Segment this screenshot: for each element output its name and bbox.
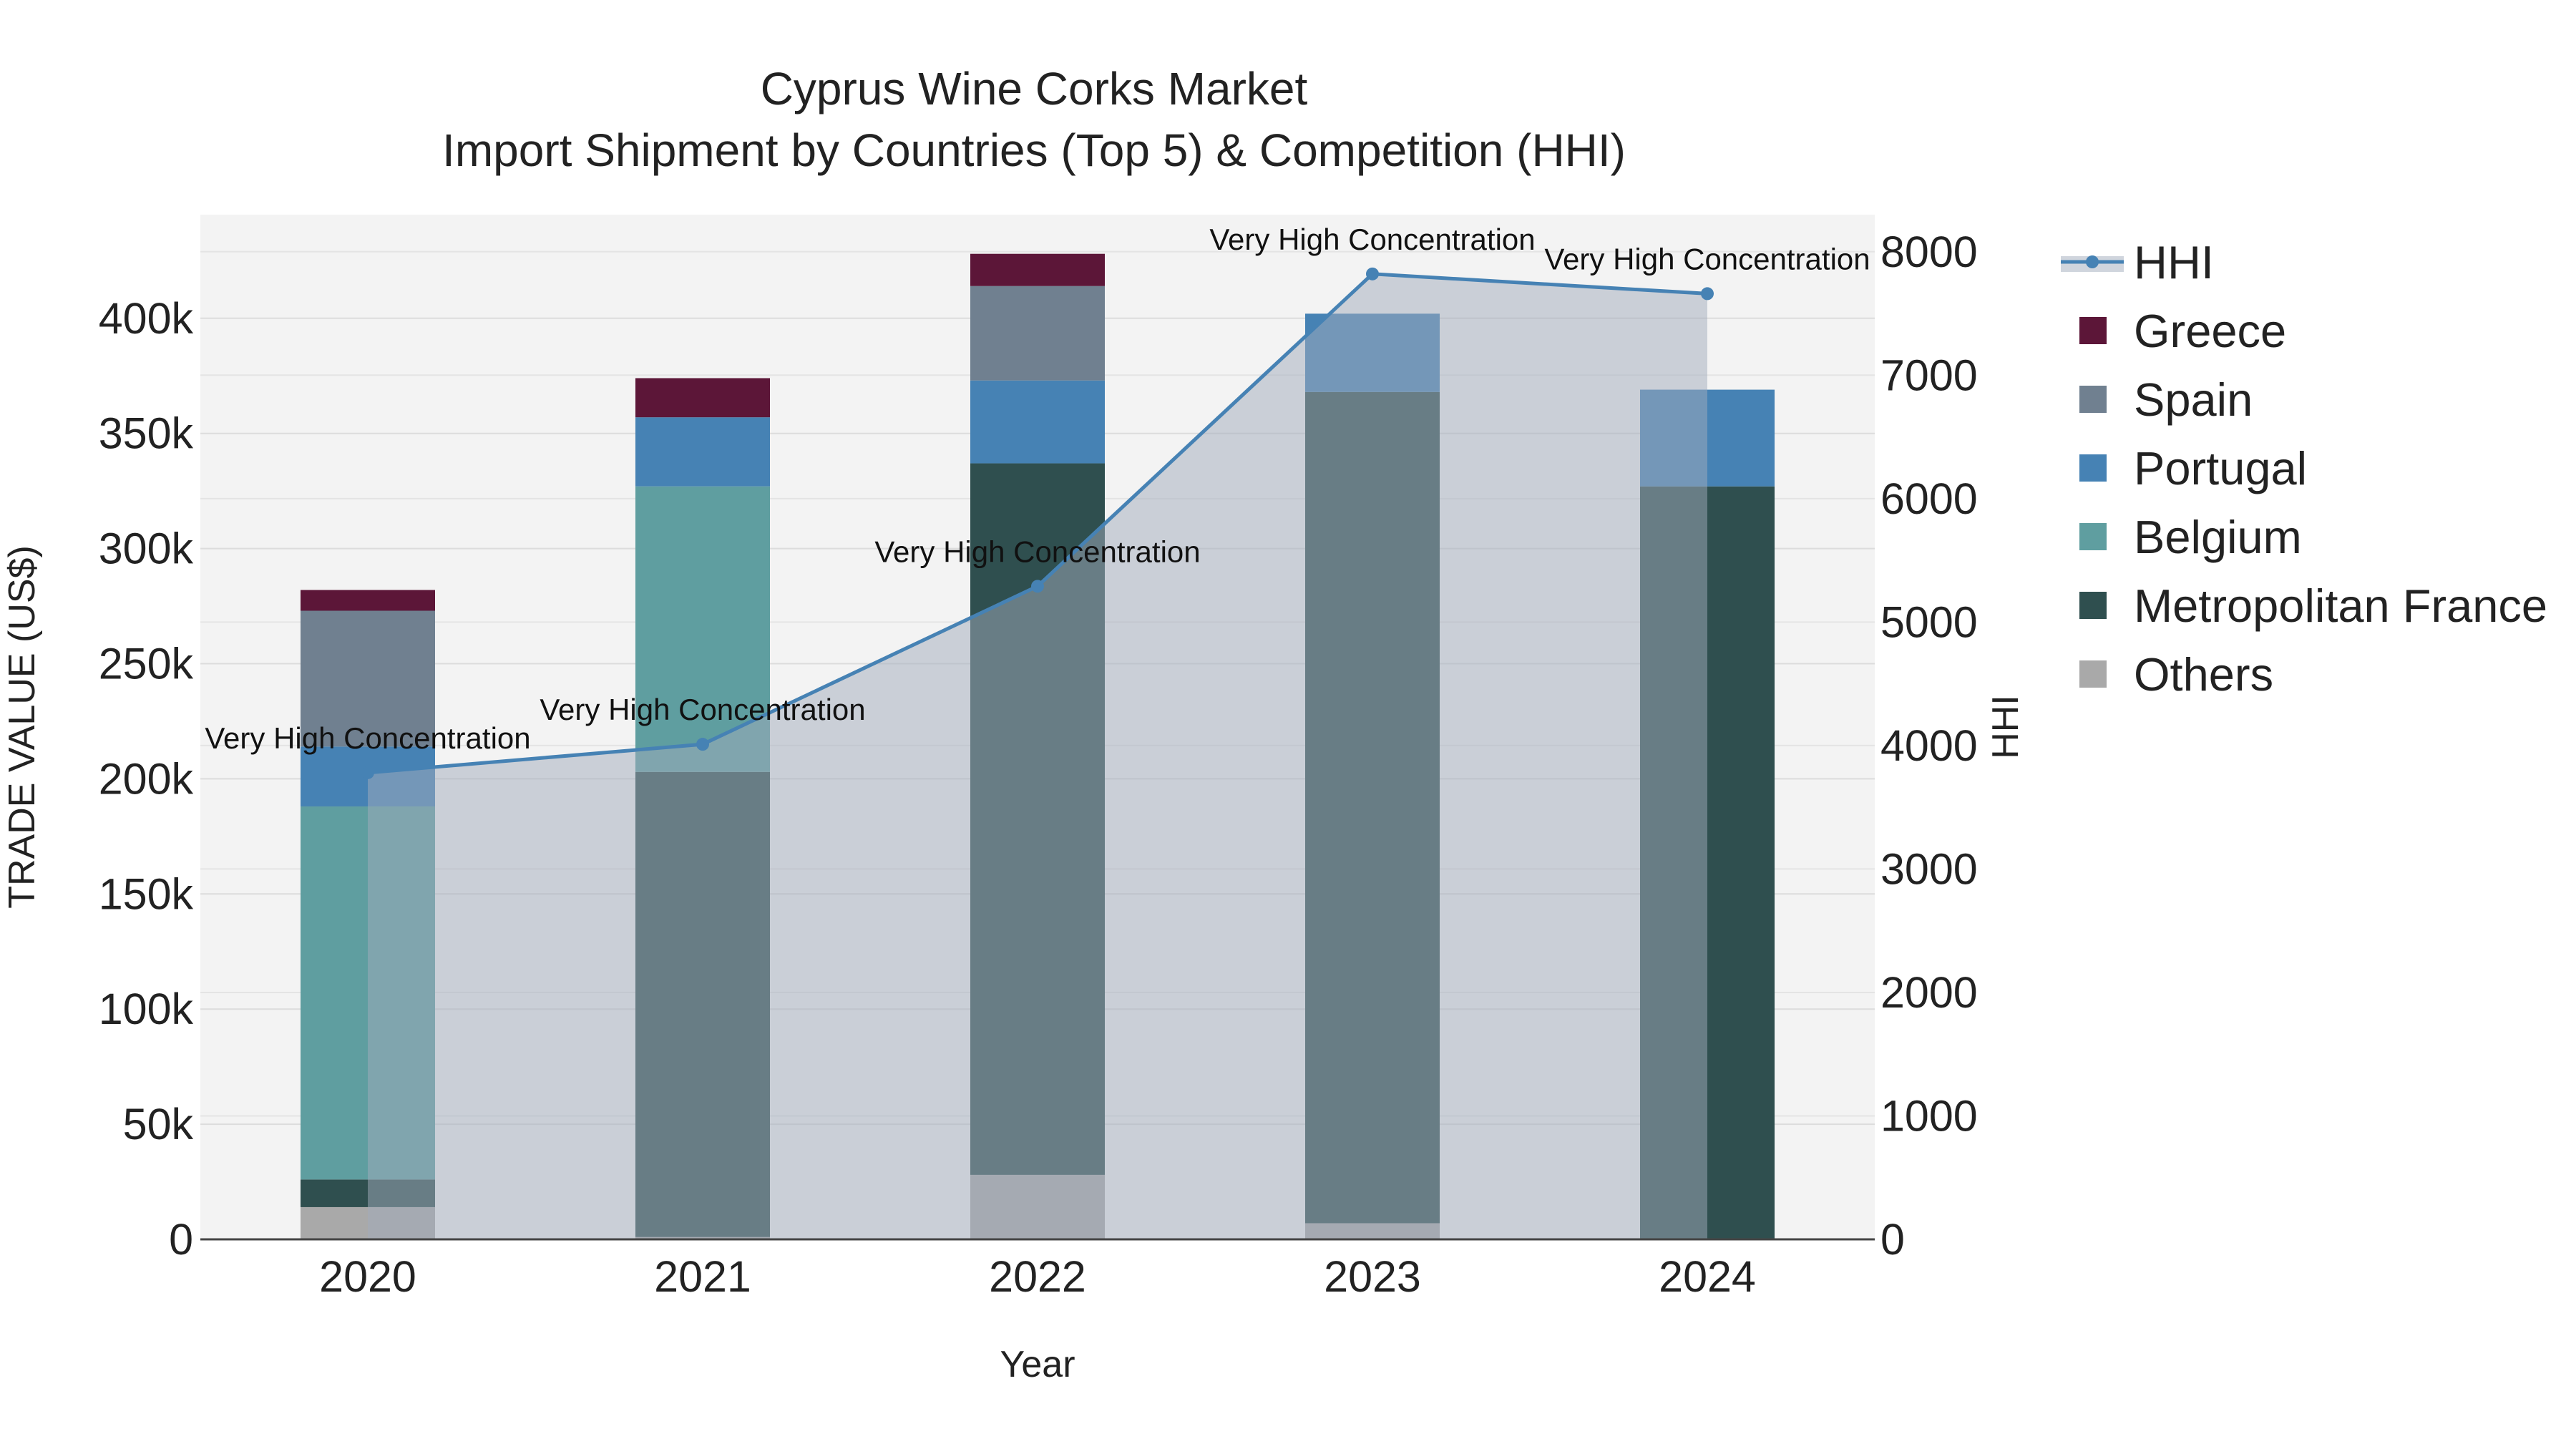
y2-tick-label-4: 4000 bbox=[1880, 721, 1978, 770]
y2-tick-label-8: 8000 bbox=[1880, 228, 1978, 276]
y2-tick-label-0: 0 bbox=[1880, 1215, 1905, 1264]
hhi-line: Very High Concentration Very High Concent… bbox=[205, 223, 1870, 779]
legend-hhi-marker bbox=[2086, 255, 2099, 268]
legend-swatch-others bbox=[2079, 660, 2107, 688]
x-axis-title: Year bbox=[1000, 1344, 1075, 1385]
y-tick-label-8: 400k bbox=[99, 294, 194, 343]
bar-greece-2020 bbox=[301, 590, 435, 611]
hhi-point-2024 bbox=[1701, 287, 1714, 301]
legend: HHI Greece Spain Portugal Belgium Metropolita… bbox=[2061, 236, 2547, 701]
x-axis-ticks: 2020 2021 2022 2023 2024 bbox=[319, 1252, 1756, 1301]
legend-label-belgium: Belgium bbox=[2134, 511, 2302, 563]
y2-tick-label-2: 2000 bbox=[1880, 968, 1978, 1017]
y-tick-label-6: 300k bbox=[99, 525, 194, 573]
y-tick-label-7: 350k bbox=[99, 409, 194, 458]
y-tick-label-3: 150k bbox=[99, 869, 194, 918]
hhi-annotation-2022: Very High Concentration bbox=[874, 535, 1200, 568]
legend-label-metropolitan-france: Metropolitan France bbox=[2134, 580, 2547, 632]
bar-greece-2021 bbox=[635, 378, 770, 418]
legend-label-greece: Greece bbox=[2134, 305, 2286, 357]
x-tick-label-2023: 2023 bbox=[1324, 1252, 1421, 1301]
x-tick-label-2022: 2022 bbox=[989, 1252, 1086, 1301]
chart-title-line-1: Cyprus Wine Corks Market bbox=[761, 63, 1308, 114]
chart-title-line-2: Import Shipment by Countries (Top 5) & C… bbox=[442, 125, 1626, 176]
hhi-point-2020 bbox=[361, 766, 374, 779]
legend-label-others: Others bbox=[2134, 648, 2273, 701]
hhi-point-2023 bbox=[1366, 267, 1379, 280]
legend-swatch-belgium bbox=[2079, 523, 2107, 550]
hhi-area-fill bbox=[368, 273, 1707, 1239]
bar-spain-2020 bbox=[301, 610, 435, 747]
bar-greece-2022 bbox=[970, 253, 1105, 286]
y2-tick-label-5: 5000 bbox=[1880, 597, 1978, 646]
hhi-point-2021 bbox=[696, 738, 709, 751]
hhi-annotation-2024: Very High Concentration bbox=[1544, 242, 1870, 275]
legend-label-portugal: Portugal bbox=[2134, 442, 2307, 494]
legend-label-spain: Spain bbox=[2134, 374, 2253, 426]
y-tick-label-4: 200k bbox=[99, 754, 194, 803]
y2-tick-label-7: 7000 bbox=[1880, 351, 1978, 399]
y-tick-label-1: 50k bbox=[123, 1100, 194, 1148]
hhi-area bbox=[368, 273, 1707, 1239]
x-tick-label-2021: 2021 bbox=[654, 1252, 751, 1301]
bar-spain-2022 bbox=[970, 286, 1105, 381]
y-tick-label-0: 0 bbox=[169, 1215, 193, 1264]
hhi-annotation-2023: Very High Concentration bbox=[1209, 223, 1535, 256]
y2-tick-label-1: 1000 bbox=[1880, 1091, 1978, 1140]
hhi-point-2022 bbox=[1031, 580, 1044, 593]
y-tick-label-2: 100k bbox=[99, 985, 194, 1033]
legend-label-hhi: HHI bbox=[2134, 236, 2214, 288]
legend-swatch-metropolitan-france bbox=[2079, 592, 2107, 619]
y-axis-title: TRADE VALUE (US$) bbox=[1, 545, 43, 909]
legend-swatch-portugal bbox=[2079, 454, 2107, 482]
bar-portugal-2021 bbox=[635, 417, 770, 487]
y2-tick-label-3: 3000 bbox=[1880, 844, 1978, 893]
hhi-annotation-2021: Very High Concentration bbox=[540, 693, 865, 726]
x-tick-label-2020: 2020 bbox=[319, 1252, 416, 1301]
hhi-annotation-2020: Very High Concentration bbox=[205, 721, 530, 755]
legend-swatch-greece bbox=[2079, 317, 2107, 344]
y-tick-label-5: 250k bbox=[99, 640, 194, 688]
y2-axis-ticks: 0 1000 2000 3000 4000 5000 6000 7000 8000 bbox=[1880, 228, 1978, 1264]
legend-swatch-spain bbox=[2079, 386, 2107, 413]
y2-tick-label-6: 6000 bbox=[1880, 474, 1978, 523]
x-tick-label-2024: 2024 bbox=[1659, 1252, 1756, 1301]
y2-axis-title: HHI bbox=[1985, 695, 2026, 759]
bar-portugal-2022 bbox=[970, 380, 1105, 464]
y-axis-ticks: 0 50k 100k 150k 200k 250k 300k 350k 400k bbox=[99, 294, 194, 1264]
